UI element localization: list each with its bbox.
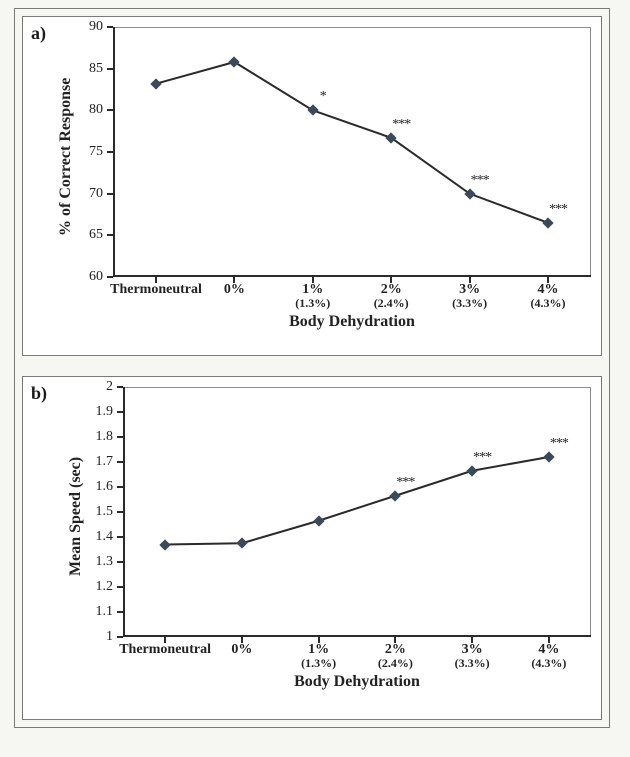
chart_b-sig-marker: *** bbox=[473, 451, 491, 465]
chart_b-sig-marker: *** bbox=[550, 437, 568, 451]
chart_b-sig-marker: *** bbox=[396, 476, 414, 490]
chart_b-series-line bbox=[23, 377, 603, 721]
chart_a-sig-marker: *** bbox=[549, 203, 567, 217]
chart_a-panel: a)60657075808590% of Correct ResponseThe… bbox=[22, 16, 602, 356]
chart_a-sig-marker: * bbox=[320, 90, 326, 104]
chart_a-series-line bbox=[23, 17, 603, 357]
chart_b-panel: b)11.11.21.31.41.51.61.71.81.92Mean Spee… bbox=[22, 376, 602, 720]
chart_a-sig-marker: *** bbox=[392, 118, 410, 132]
chart_a-sig-marker: *** bbox=[471, 174, 489, 188]
